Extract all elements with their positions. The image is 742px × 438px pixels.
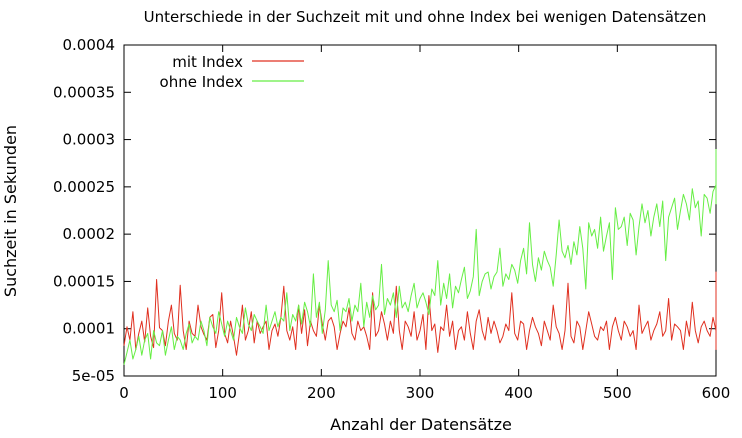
x-tick-label: 0: [119, 384, 129, 402]
y-tick-label: 0.0002: [63, 225, 116, 243]
y-tick-label: 0.0003: [63, 131, 116, 149]
y-tick-label: 0.0001: [63, 320, 116, 338]
x-tick-label: 600: [702, 384, 731, 402]
series-group: [123, 149, 717, 365]
legend-label-ohne-index: ohne Index: [160, 73, 244, 91]
x-tick-label: 200: [307, 384, 336, 402]
chart-title: Unterschiede in der Suchzeit mit und ohn…: [144, 8, 707, 26]
x-tick-label: 400: [504, 384, 533, 402]
series-line-mit-index: [123, 271, 717, 356]
series-line-ohne-index: [123, 149, 717, 365]
y-tick-label: 0.00035: [53, 83, 115, 101]
x-tick-label: 500: [603, 384, 632, 402]
legend: mit Index ohne Index: [160, 53, 304, 91]
y-axis-label: Suchzeit in Sekunden: [1, 125, 20, 297]
x-tick-label: 100: [208, 384, 237, 402]
legend-label-mit-index: mit Index: [172, 53, 243, 71]
x-tick-label: 300: [406, 384, 435, 402]
y-tick-label: 0.00015: [53, 272, 115, 290]
y-tick-label: 5e-05: [72, 367, 115, 385]
y-tick-label: 0.00025: [53, 178, 115, 196]
y-axis: 5e-05 0.0001 0.00015 0.0002 0.00025 0.0003 0.0…: [53, 36, 716, 385]
x-axis-label: Anzahl der Datensätze: [330, 415, 512, 434]
x-axis: 0 100 200 300 400 500 600: [119, 45, 730, 402]
y-tick-label: 0.0004: [63, 36, 116, 54]
